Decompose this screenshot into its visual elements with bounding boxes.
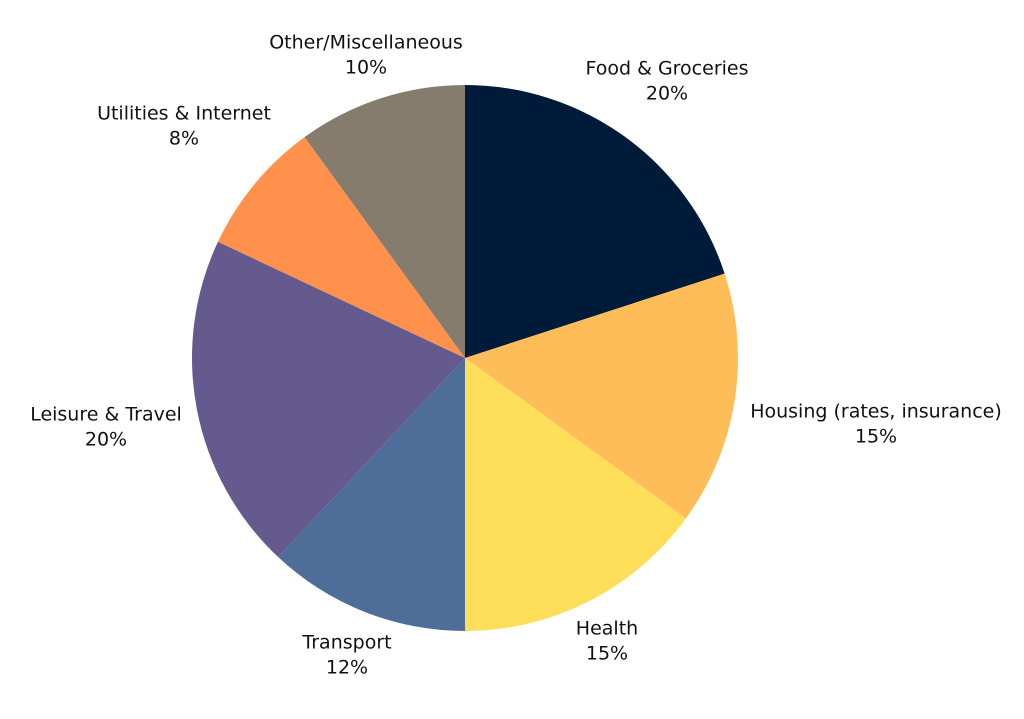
slice-name-label: Leisure & Travel	[30, 404, 182, 426]
slice-name-label: Utilities & Internet	[97, 103, 271, 125]
slice-name-label: Other/Miscellaneous	[269, 32, 463, 54]
pie-slice-5	[191, 241, 465, 558]
slice-value-label: 15%	[855, 426, 897, 448]
pie-labels: Food & Groceries 20% Housing (rates, insur…	[30, 32, 1002, 679]
pie-slice-1	[465, 85, 725, 358]
slice-value-label: 12%	[326, 657, 368, 679]
slice-name-label: Food & Groceries	[585, 58, 748, 80]
slice-value-label: 8%	[169, 128, 199, 150]
pie-slice-2	[465, 273, 739, 519]
pie-slice-3	[465, 358, 686, 631]
pie-slice-7	[304, 85, 465, 358]
pie-slices	[191, 85, 739, 631]
slice-name-label: Housing (rates, insurance)	[750, 401, 1002, 423]
slice-value-label: 15%	[586, 643, 628, 665]
slice-value-label: 10%	[345, 57, 387, 79]
slice-name-label: Health	[576, 618, 638, 640]
slice-name-label: Transport	[301, 632, 391, 654]
pie-slice-6	[217, 137, 465, 358]
slice-value-label: 20%	[646, 83, 688, 105]
pie-slice-4	[278, 358, 465, 631]
slice-value-label: 20%	[85, 429, 127, 451]
